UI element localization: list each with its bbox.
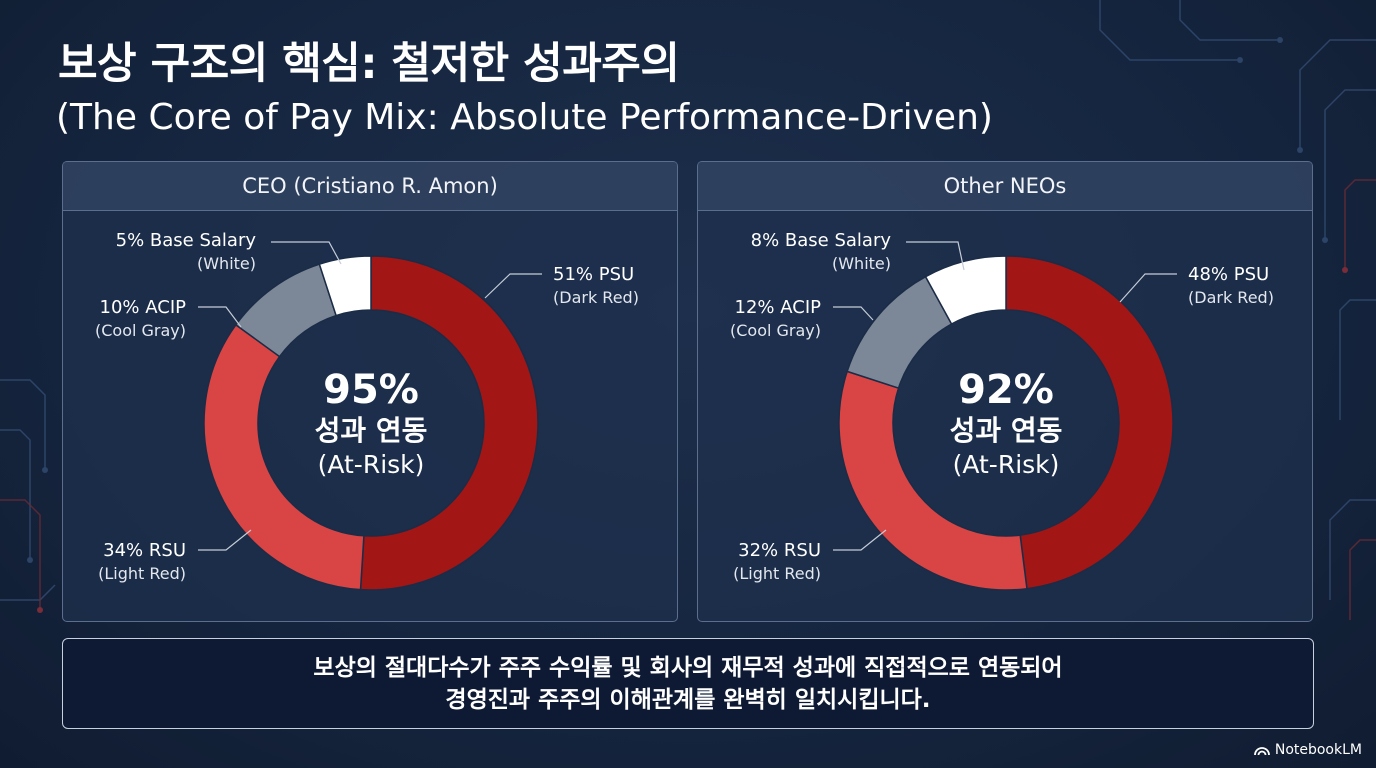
- rsu-leader-line: [198, 529, 252, 551]
- acip-leader-line: [198, 306, 242, 328]
- ceo-base-salary-value: 5% Base Salary: [115, 230, 256, 251]
- summary-callout: 보상의 절대다수가 주주 수익률 및 회사의 재무적 성과에 직접적으로 연동되…: [62, 638, 1314, 729]
- summary-line-1: 보상의 절대다수가 주주 수익률 및 회사의 재무적 성과에 직접적으로 연동되…: [313, 654, 1063, 681]
- base-salary-leader-line: [271, 241, 342, 265]
- ceo-label-rsu: 34% RSU (Light Red): [98, 539, 186, 585]
- base-salary-leader-line: [906, 241, 965, 271]
- ceo-rsu-color: (Light Red): [98, 564, 186, 583]
- neo-donut-center: 92% 성과 연동 (At-Risk): [906, 367, 1106, 481]
- ceo-label-base-salary: 5% Base Salary (White): [116, 229, 256, 275]
- ceo-acip-value: 10% ACIP: [99, 297, 186, 318]
- neo-label-base-salary: 8% Base Salary (White): [751, 229, 891, 275]
- brand-name: NotebookLM: [1274, 742, 1362, 758]
- ceo-at-risk-label-ko: 성과 연동: [314, 414, 428, 447]
- page-subtitle: (The Core of Pay Mix: Absolute Performan…: [56, 97, 993, 138]
- neo-acip-value: 12% ACIP: [734, 297, 821, 318]
- neo-at-risk-label-ko: 성과 연동: [949, 414, 1063, 447]
- neo-at-risk-label-en: (At-Risk): [952, 450, 1060, 479]
- neo-acip-color: (Cool Gray): [729, 321, 821, 340]
- ceo-acip-color: (Cool Gray): [94, 321, 186, 340]
- donut-slice-psu: [359, 255, 539, 591]
- ceo-at-risk-percent: 95%: [323, 367, 419, 413]
- ceo-at-risk-label-en: (At-Risk): [317, 450, 425, 479]
- donut-slice-base-salary: [924, 255, 1007, 325]
- neo-label-rsu: 32% RSU (Light Red): [733, 539, 821, 585]
- ceo-donut-center: 95% 성과 연동 (At-Risk): [271, 367, 471, 481]
- ceo-rsu-value: 34% RSU: [103, 540, 186, 561]
- ceo-panel: CEO (Cristiano R. Amon) 5% Base Salary (…: [62, 161, 678, 622]
- neo-rsu-value: 32% RSU: [738, 540, 821, 561]
- donut-slice-rsu: [838, 370, 1028, 591]
- donut-slice-base-salary: [318, 255, 372, 317]
- acip-leader-line: [833, 306, 874, 321]
- neo-label-acip: 12% ACIP (Cool Gray): [730, 296, 821, 342]
- page-title: 보상 구조의 핵심: 철저한 성과주의: [58, 39, 680, 89]
- neo-psu-value: 48% PSU: [1188, 264, 1270, 285]
- donut-slice-psu: [1005, 255, 1174, 590]
- neo-psu-color: (Dark Red): [1188, 288, 1274, 307]
- neo-at-risk-percent: 92%: [958, 367, 1054, 413]
- neo-panel-title: Other NEOs: [698, 162, 1312, 211]
- ceo-donut-chart: [198, 241, 542, 591]
- ceo-label-psu: 51% PSU (Dark Red): [553, 263, 639, 309]
- summary-line-2: 경영진과 주주의 이해관계를 완벽히 일치시킵니다.: [445, 686, 931, 713]
- neo-donut-chart: [833, 241, 1177, 591]
- ceo-panel-title: CEO (Cristiano R. Amon): [63, 162, 677, 211]
- ceo-psu-value: 51% PSU: [553, 264, 635, 285]
- neo-rsu-color: (Light Red): [733, 564, 821, 583]
- ceo-label-acip: 10% ACIP (Cool Gray): [95, 296, 186, 342]
- psu-leader-line: [484, 273, 542, 299]
- brand-watermark: NotebookLM: [1253, 742, 1362, 758]
- ceo-base-salary-color: (White): [196, 254, 256, 273]
- notebooklm-logo-icon: [1253, 747, 1270, 756]
- neo-panel: Other NEOs 8% Base Salary (White) 48% PS…: [697, 161, 1313, 622]
- donut-slice-rsu: [203, 323, 365, 591]
- neo-base-salary-color: (White): [831, 254, 891, 273]
- neo-label-psu: 48% PSU (Dark Red): [1188, 263, 1274, 309]
- neo-base-salary-value: 8% Base Salary: [750, 230, 891, 251]
- ceo-psu-color: (Dark Red): [553, 288, 639, 307]
- psu-leader-line: [1119, 273, 1177, 303]
- rsu-leader-line: [833, 529, 887, 551]
